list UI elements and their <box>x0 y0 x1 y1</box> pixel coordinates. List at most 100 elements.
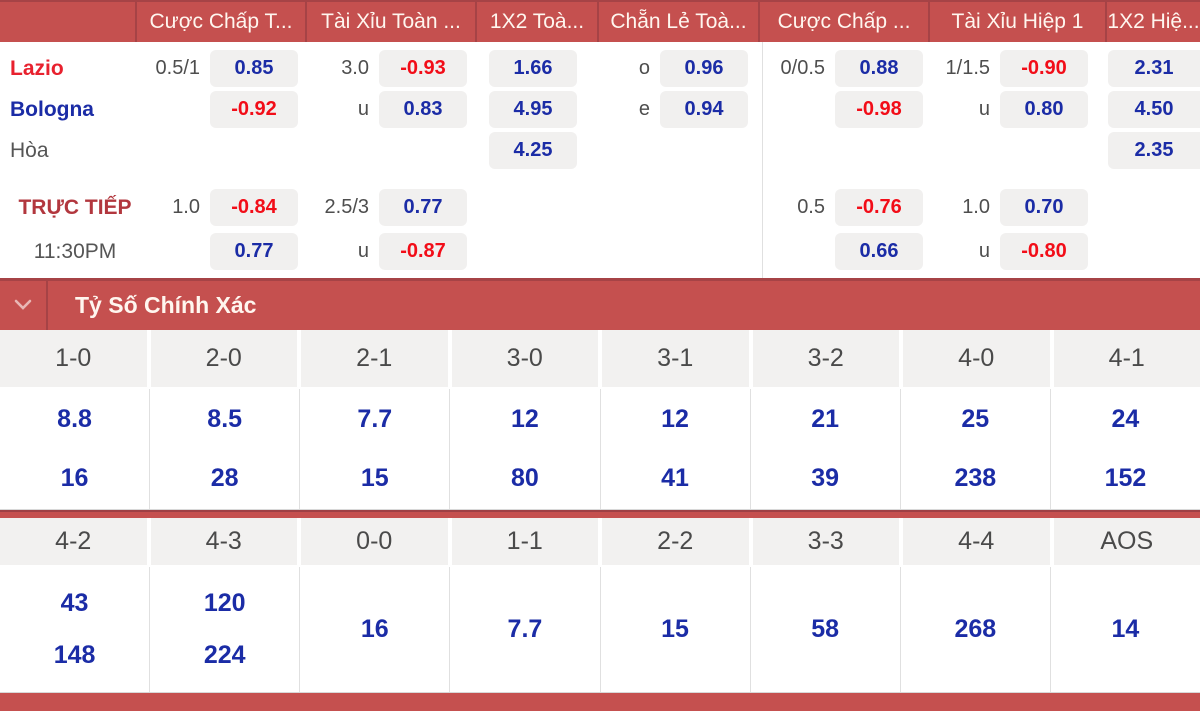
score-label: 3-0 <box>447 330 598 387</box>
score-header-row: 1-0 2-0 2-1 3-0 3-1 3-2 4-0 4-1 <box>0 330 1200 387</box>
score-label: 1-1 <box>447 518 598 565</box>
odds-value-button[interactable]: -0.84 <box>210 189 298 226</box>
odds-group-cell: e 0.94 <box>597 91 758 128</box>
handicap-ratio: 1.0 <box>962 196 990 218</box>
odds-row: Hòa 4.25 2.35 <box>0 132 1200 169</box>
odds-group-cell <box>475 189 597 226</box>
odds-value-button[interactable]: 0.70 <box>1000 189 1088 226</box>
odds-group-cell: u -0.87 <box>305 233 475 270</box>
score-odd-value: 8.5 <box>207 405 243 433</box>
score-odd-value: 238 <box>954 464 997 492</box>
score-odds-cell[interactable]: 24 152 <box>1049 389 1200 509</box>
odds-value-button[interactable]: -0.90 <box>1000 50 1088 87</box>
odds-column-header: Tài Xỉu Hiệp 1 <box>928 2 1105 42</box>
score-label: 2-1 <box>297 330 448 387</box>
odds-value-button[interactable]: -0.80 <box>1000 233 1088 270</box>
score-odds-cell[interactable]: 15 <box>599 567 750 692</box>
odds-value-button[interactable]: -0.93 <box>379 50 467 87</box>
score-odds-cell[interactable]: 16 <box>299 567 449 692</box>
handicap-ratio: 0.5 <box>797 196 825 218</box>
odds-column-header: Chẵn Lẻ Toà... <box>597 2 758 42</box>
score-odds-cell[interactable]: 58 <box>749 567 900 692</box>
odds-group-cell <box>1105 233 1200 270</box>
odds-value-button[interactable]: 0.85 <box>210 50 298 87</box>
score-odds-cell[interactable]: 7.7 15 <box>299 389 449 509</box>
odds-group-cell: u 0.83 <box>305 91 475 128</box>
odds-value-button[interactable]: -0.87 <box>379 233 467 270</box>
odds-value-button[interactable]: -0.98 <box>835 91 923 128</box>
handicap-ratio: u <box>978 240 990 262</box>
score-odd-value: 148 <box>53 641 96 669</box>
score-label: 3-3 <box>748 518 899 565</box>
score-label: AOS <box>1049 518 1200 565</box>
odds-value-button[interactable]: 0.94 <box>660 91 748 128</box>
score-odds-cell[interactable]: 25 238 <box>899 389 1050 509</box>
odds-group-cell <box>597 189 758 226</box>
odds-group-cell <box>475 233 597 270</box>
score-odd-value: 39 <box>811 464 840 492</box>
odds-group-cell <box>758 132 928 169</box>
score-label: 3-1 <box>598 330 749 387</box>
odds-value-button[interactable]: -0.76 <box>835 189 923 226</box>
score-odd-value: 24 <box>1111 405 1140 433</box>
correct-score-section-bar: Tỷ Số Chính Xác <box>0 278 1200 330</box>
score-label: 3-2 <box>748 330 899 387</box>
section-title: Tỷ Số Chính Xác <box>75 292 257 318</box>
odds-value-button[interactable]: 0.83 <box>379 91 467 128</box>
odds-group-cell: -0.92 <box>150 91 305 128</box>
odds-value-button[interactable]: 4.95 <box>489 91 577 128</box>
score-odds-cell[interactable]: 268 <box>899 567 1050 692</box>
score-odds-cell[interactable]: 8.5 28 <box>149 389 299 509</box>
score-odd-value: 268 <box>954 615 997 643</box>
score-odd-value: 41 <box>661 464 689 492</box>
odds-group-cell: 1.0 0.70 <box>928 189 1105 226</box>
draw-label: Hòa <box>10 138 49 162</box>
score-label: 2-0 <box>146 330 297 387</box>
score-header-row: 4-2 4-3 0-0 1-1 2-2 3-3 4-4 AOS <box>0 518 1200 565</box>
score-odds-cell[interactable]: 12 80 <box>449 389 599 509</box>
score-odds-cell[interactable]: 12 41 <box>599 389 750 509</box>
score-odds-cell[interactable]: 21 39 <box>749 389 900 509</box>
odds-value-button[interactable]: 0.77 <box>379 189 467 226</box>
odds-column-header: 1X2 Hiệ... <box>1105 2 1200 42</box>
odds-value-button[interactable]: 2.31 <box>1108 50 1200 87</box>
odds-group-cell: 1.0 -0.84 <box>150 189 305 226</box>
odds-group-cell: u -0.80 <box>928 233 1105 270</box>
score-odds-cell[interactable]: 7.7 <box>449 567 599 692</box>
handicap-ratio: u <box>357 98 369 120</box>
score-label: 1-0 <box>0 330 147 387</box>
collapse-toggle[interactable] <box>0 281 48 330</box>
odds-value-button[interactable]: 2.35 <box>1108 132 1200 169</box>
score-odds-cell[interactable]: 43 148 <box>0 567 149 692</box>
odds-group-cell <box>1105 189 1200 226</box>
score-odds-cell[interactable]: 14 <box>1049 567 1200 692</box>
score-odds-cell[interactable]: 120 224 <box>149 567 299 692</box>
odds-value-button[interactable]: 0.88 <box>835 50 923 87</box>
score-odd-value: 28 <box>210 464 239 492</box>
odds-group-cell: 0.66 <box>758 233 928 270</box>
score-odd-value: 15 <box>360 464 389 492</box>
odds-value-button[interactable]: 4.25 <box>489 132 577 169</box>
score-odds-cell[interactable]: 8.8 16 <box>0 389 149 509</box>
score-odd-value: 15 <box>661 615 689 643</box>
score-values-row: 8.8 16 8.5 28 7.7 15 12 80 12 41 21 39 25 238 24 152 <box>0 389 1200 510</box>
odds-group-cell: 1/1.5 -0.90 <box>928 50 1105 87</box>
odds-column-header: Cược Chấp T... <box>135 2 305 42</box>
odds-value-button[interactable]: 0.66 <box>835 233 923 270</box>
score-odd-value: 7.7 <box>507 615 543 643</box>
odds-column-header: Cược Chấp ... <box>758 2 928 42</box>
odds-group-cell <box>928 132 1105 169</box>
score-odd-value: 120 <box>203 589 246 617</box>
odds-value-button[interactable]: 4.50 <box>1108 91 1200 128</box>
score-odd-value: 14 <box>1111 615 1140 643</box>
odds-value-button[interactable]: 0.96 <box>660 50 748 87</box>
score-odd-value: 12 <box>511 405 539 433</box>
odds-row: Bologna -0.92 u 0.83 4.95 e 0.94 -0.98 u 0.80 4.50 <box>0 91 1200 128</box>
odds-value-button[interactable]: 0.80 <box>1000 91 1088 128</box>
odds-value-button[interactable]: 0.77 <box>210 233 298 270</box>
odds-value-button[interactable]: -0.92 <box>210 91 298 128</box>
score-odd-value: 8.8 <box>57 405 92 433</box>
odds-value-button[interactable]: 1.66 <box>489 50 577 87</box>
score-odd-value: 58 <box>811 615 840 643</box>
odds-group-cell <box>597 233 758 270</box>
